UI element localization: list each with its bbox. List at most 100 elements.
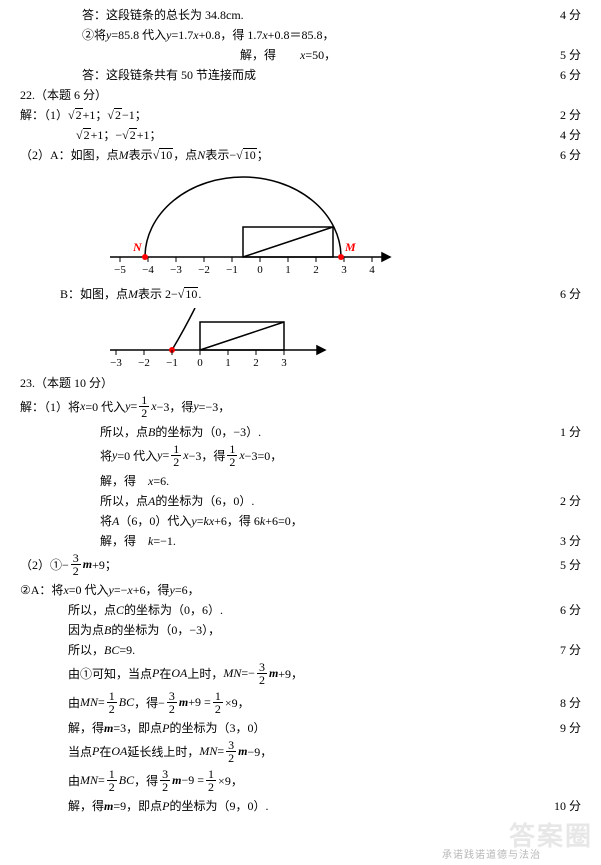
var-N: N	[197, 148, 205, 163]
t: 的坐标为（3，0）	[169, 719, 265, 736]
t: =0 代入	[85, 398, 125, 415]
t: =−1.	[153, 534, 176, 549]
t: 在	[159, 665, 171, 682]
eq: =	[162, 448, 169, 463]
step-line: 解：（1）将 x =0 代入 y = 12 x −3，得 y =−3，	[20, 394, 581, 419]
t: （6，0）代入	[119, 512, 191, 529]
var-C: C	[116, 603, 124, 618]
t: +6，得	[133, 581, 170, 598]
var-BC: BC	[119, 773, 134, 788]
t: =−	[241, 666, 255, 681]
score: 2 分	[556, 492, 581, 509]
step-line: 解，得 k =−1. 3 分	[20, 532, 581, 549]
score: 1 分	[556, 423, 581, 440]
sqrt-10: √10	[178, 287, 199, 302]
step-line: 因为点 B 的坐标为（0，−3），	[20, 621, 581, 638]
var-m: m	[104, 721, 113, 736]
t: 的坐标为（9，0）.	[169, 797, 268, 814]
answer-line: 答：这段链条共有 50 节连接而成 6 分	[20, 66, 581, 83]
t: −3，得	[189, 447, 226, 464]
var-P: P	[152, 666, 159, 681]
svg-text:2: 2	[313, 264, 319, 276]
t: .	[198, 287, 201, 302]
step-line: 所以，点 A 的坐标为（6，0）. 2 分	[20, 492, 581, 509]
t: ，得−	[134, 694, 165, 711]
sqrt-2: √2	[68, 108, 83, 123]
score: 4 分	[556, 6, 581, 23]
var-MN: MN	[80, 695, 98, 710]
step-line: 解：（1） √2 +1； √2 −1； 2 分	[20, 106, 581, 123]
number-line-diagram-1: −5−4−3−2−101234 N M	[100, 169, 400, 279]
score: 2 分	[556, 106, 581, 123]
t: 上时，	[187, 665, 223, 682]
step-line: 解，得 m =9，即点 P 的坐标为（9，0）. 10 分	[20, 797, 581, 814]
t: 所以，点	[100, 423, 148, 440]
svg-text:−4: −4	[142, 264, 154, 276]
svg-text:−2: −2	[138, 357, 150, 368]
frac-3-2: 32	[257, 661, 267, 686]
var-P: P	[162, 721, 169, 736]
t: 将	[100, 512, 112, 529]
var-BC: BC	[119, 695, 134, 710]
step-line: 所以，点 B 的坐标为（0，−3）. 1 分	[20, 423, 581, 440]
number-line-diagram-2: −3−2−10123	[100, 308, 340, 368]
var-BC: BC	[104, 643, 119, 658]
var-m: m	[238, 744, 247, 759]
var-MN: MN	[80, 773, 98, 788]
sqrt-2: √2	[107, 108, 122, 123]
var-M: M	[128, 287, 138, 302]
step-line: √2 +1；− √2 +1； 4 分	[20, 126, 581, 143]
t: +0.8，得 1.7	[199, 26, 263, 43]
t: =0 代入	[69, 581, 109, 598]
t: +9；	[92, 556, 117, 573]
answer-line: 答：这段链条的总长为 34.8cm. 4 分	[20, 6, 581, 23]
sqrt-10: √10	[236, 148, 257, 163]
t: +6，得 6	[214, 512, 260, 529]
t: =50，	[305, 46, 336, 63]
step-line: 所以， BC =9. 7 分	[20, 641, 581, 658]
score: 6 分	[556, 285, 581, 302]
step-line: 将 y =0 代入 y = 12 x −3，得 12 x −3=0，	[20, 443, 581, 468]
t: 在	[99, 743, 111, 760]
t: 因为点	[68, 621, 104, 638]
frac-1-2: 12	[107, 768, 117, 793]
t: +1；	[137, 126, 162, 143]
t: =−	[114, 583, 128, 598]
t: 解，得	[100, 532, 148, 549]
t: （2）A：如图，点	[20, 146, 119, 163]
score: 10 分	[550, 797, 581, 814]
score: 4 分	[556, 126, 581, 143]
svg-text:1: 1	[225, 357, 231, 368]
t: ，得	[134, 772, 158, 789]
t: 解：（1）	[20, 106, 68, 123]
t: +1；	[83, 106, 108, 123]
step-line: ②A：将 x =0 代入 y =− x +6，得 y =6，	[20, 581, 581, 598]
svg-text:−1: −1	[166, 357, 178, 368]
var-B: B	[148, 425, 155, 440]
score: 6 分	[556, 146, 581, 163]
step-line: 解，得 m =3，即点 P 的坐标为（3，0） 9 分	[20, 719, 581, 736]
t: 延长线上时，	[127, 743, 199, 760]
var-A: A	[148, 494, 155, 509]
var-A: A	[112, 514, 119, 529]
t: =3，即点	[113, 719, 162, 736]
svg-text:0: 0	[257, 264, 263, 276]
step-line: B：如图，点 M 表示 2− √10 . 6 分	[20, 285, 581, 302]
t: ②A：将	[20, 581, 63, 598]
t: 当点	[68, 743, 92, 760]
svg-text:N: N	[132, 240, 143, 254]
t: =−3，	[199, 398, 231, 415]
step-line: 由 MN = 12 BC ，得− 32 m +9 = 12 ×9， 8 分	[20, 690, 581, 715]
t: 表示 2−	[138, 285, 178, 302]
step-line: 解，得 x =50， 5 分	[20, 46, 581, 63]
frac-1-2: 12	[227, 443, 237, 468]
svg-text:1: 1	[285, 264, 291, 276]
t: =1.7	[171, 28, 193, 43]
svg-text:−3: −3	[170, 264, 182, 276]
t: （2）①−	[20, 556, 69, 573]
t: 解，得	[240, 46, 300, 63]
score: 6 分	[556, 66, 581, 83]
svg-text:−3: −3	[110, 357, 122, 368]
t: 解，得	[68, 719, 104, 736]
svg-text:3: 3	[341, 264, 347, 276]
